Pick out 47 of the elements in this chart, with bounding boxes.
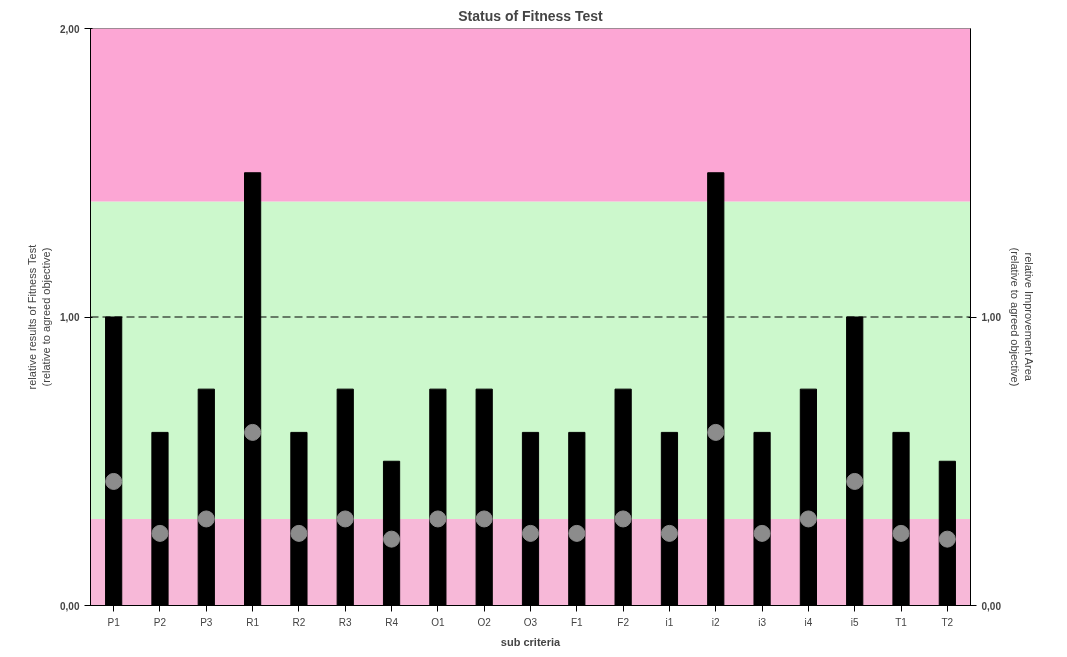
x-tick-label: R3 (338, 616, 353, 628)
x-tick-label: i4 (804, 616, 813, 628)
y-tick-label: 0,00 (60, 600, 80, 612)
x-tick-label: P3 (200, 616, 213, 628)
y-axis-title: relative results of Fitness Test (relative to agreed objective) (25, 244, 53, 390)
x-tick-label: O2 (477, 616, 492, 628)
x-tick-label: R2 (292, 616, 306, 628)
y2-tick-label: 0,00 (981, 600, 1002, 612)
x-tick-label: F1 (570, 616, 584, 628)
point (799, 510, 817, 528)
x-tick-label: T1 (895, 616, 908, 628)
point (429, 510, 447, 528)
point (197, 510, 215, 528)
point (105, 472, 123, 490)
point (151, 524, 169, 542)
x-tick-label: i1 (665, 616, 674, 628)
x-tick-label: i3 (758, 616, 767, 628)
point (892, 524, 910, 542)
x-tick-label: i2 (711, 616, 721, 628)
point (290, 524, 308, 542)
y2-tick-label: 1,00 (981, 312, 1002, 323)
x-axis-title: sub criteria (500, 635, 562, 648)
x-tick-label: R4 (385, 616, 399, 628)
point (475, 510, 493, 528)
x-tick-label: i5 (850, 616, 860, 628)
point (707, 423, 725, 441)
y-tick-label: 1,00 (60, 312, 80, 323)
x-tick-label: O1 (431, 616, 445, 628)
chart-title: Status of Fitness Test (458, 7, 604, 24)
point (753, 524, 771, 542)
x-tick-label: R1 (246, 616, 260, 628)
point (244, 423, 262, 441)
x-tick-label: F2 (617, 616, 630, 628)
y2-axis-title: relative Improvement Area (relative to agreed objective) (1008, 247, 1036, 387)
x-tick-label: T2 (941, 616, 954, 628)
point (660, 524, 678, 542)
x-tick-label: O3 (523, 616, 538, 628)
x-tick-label: P2 (153, 616, 167, 628)
point (336, 510, 354, 528)
point (522, 524, 539, 542)
point (568, 524, 586, 542)
point (614, 510, 632, 528)
point (938, 530, 956, 548)
point (383, 530, 401, 548)
y-tick-label: 2,00 (60, 23, 80, 35)
x-tick-label: P1 (107, 616, 121, 628)
point (846, 472, 864, 490)
